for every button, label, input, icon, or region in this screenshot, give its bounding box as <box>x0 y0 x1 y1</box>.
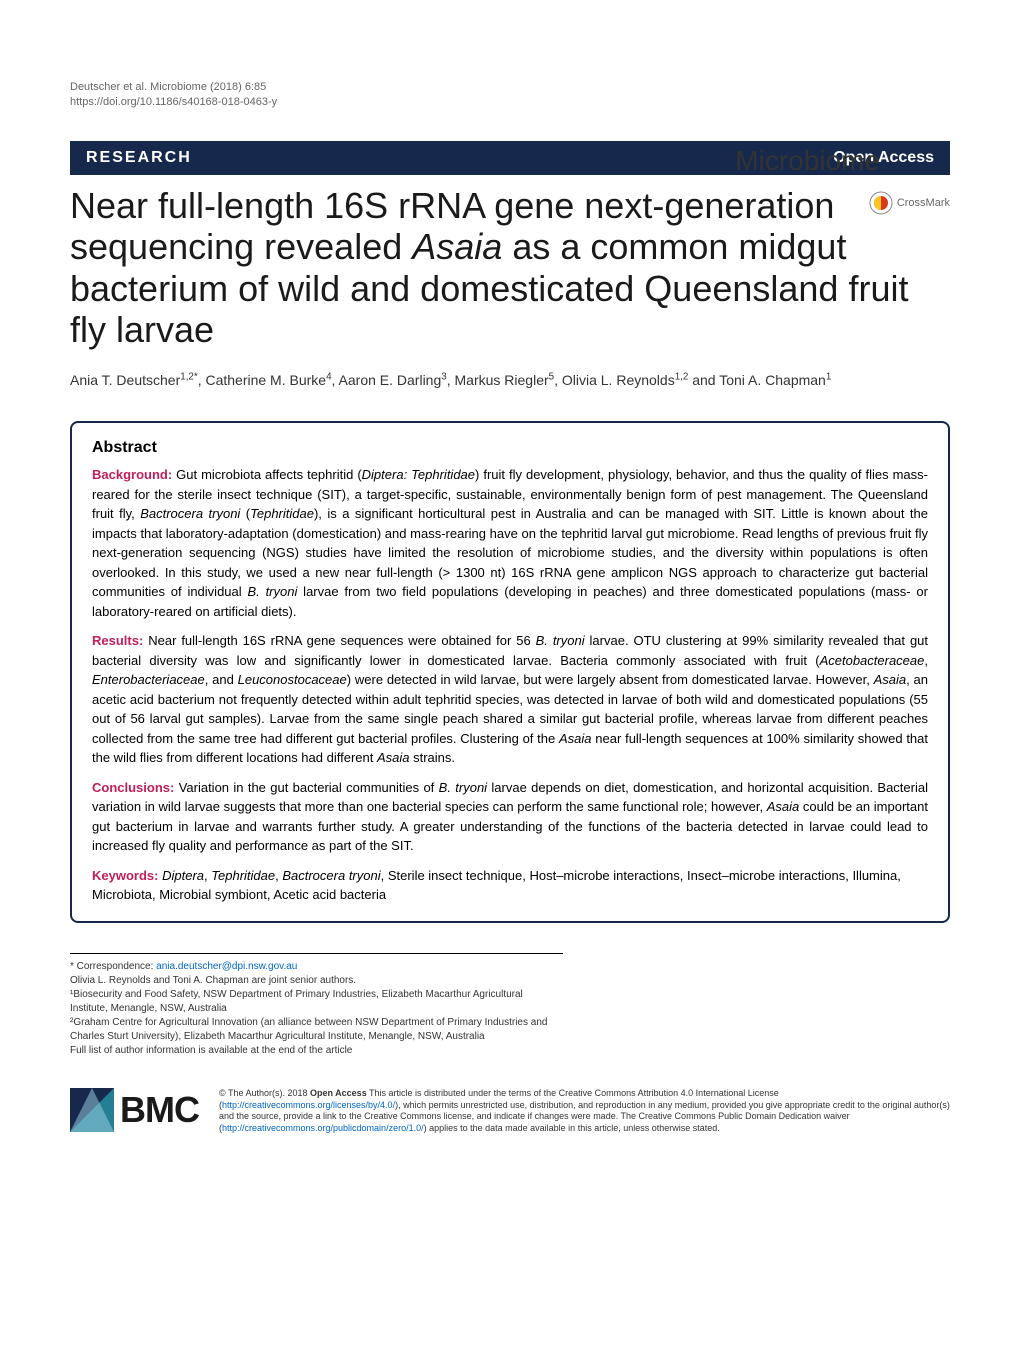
correspondence-label: * Correspondence: <box>70 961 156 972</box>
keywords: Keywords: Diptera, Tephritidae, Bactroce… <box>92 866 928 905</box>
results-label: Results: <box>92 633 143 648</box>
correspondence-email[interactable]: ania.deutscher@dpi.nsw.gov.au <box>156 961 297 972</box>
doi-line: https://doi.org/10.1186/s40168-018-0463-… <box>70 95 950 110</box>
abstract-box: Abstract Background: Gut microbiota affe… <box>70 421 950 923</box>
article-page: Deutscher et al. Microbiome (2018) 6:85 … <box>0 0 1020 1175</box>
affiliation-1: ¹Biosecurity and Food Safety, NSW Depart… <box>70 988 563 1016</box>
affiliation-2: ²Graham Centre for Agricultural Innovati… <box>70 1016 563 1044</box>
bmc-logo-text: BMC <box>120 1089 199 1131</box>
joint-senior-note: Olivia L. Reynolds and Toni A. Chapman a… <box>70 974 563 988</box>
full-author-list-note: Full list of author information is avail… <box>70 1044 563 1058</box>
category-label: RESEARCH <box>86 149 192 167</box>
crossmark-icon <box>869 191 893 215</box>
abstract-background: Background: Gut microbiota affects tephr… <box>92 465 928 621</box>
conclusions-text: Variation in the gut bacterial communiti… <box>92 780 928 854</box>
background-text: Gut microbiota affects tephritid (Dipter… <box>92 467 928 619</box>
article-title: Near full-length 16S rRNA gene next-gene… <box>70 185 950 351</box>
conclusions-label: Conclusions: <box>92 780 174 795</box>
keywords-label: Keywords: <box>92 868 158 883</box>
license-text: © The Author(s). 2018 Open Access This a… <box>219 1088 950 1135</box>
bmc-logo-icon <box>70 1088 114 1132</box>
author-list: Ania T. Deutscher1,2*, Catherine M. Burk… <box>70 370 950 391</box>
abstract-results: Results: Near full-length 16S rRNA gene … <box>92 631 928 768</box>
abstract-heading: Abstract <box>92 439 928 457</box>
header-row: Deutscher et al. Microbiome (2018) 6:85 … <box>70 80 950 111</box>
abstract-conclusions: Conclusions: Variation in the gut bacter… <box>92 778 928 856</box>
background-label: Background: <box>92 467 172 482</box>
correspondence-line: * Correspondence: ania.deutscher@dpi.nsw… <box>70 960 563 974</box>
results-text: Near full-length 16S rRNA gene sequences… <box>92 633 928 765</box>
correspondence-block: * Correspondence: ania.deutscher@dpi.nsw… <box>70 953 563 1058</box>
bmc-logo: BMC <box>70 1088 199 1132</box>
citation-line: Deutscher et al. Microbiome (2018) 6:85 <box>70 80 950 95</box>
crossmark-badge[interactable]: CrossMark <box>869 191 950 215</box>
publisher-row: BMC © The Author(s). 2018 Open Access Th… <box>70 1088 950 1135</box>
keywords-text: Diptera, Tephritidae, Bactrocera tryoni,… <box>92 868 901 903</box>
crossmark-label: CrossMark <box>897 197 950 209</box>
citation-meta: Deutscher et al. Microbiome (2018) 6:85 … <box>70 80 950 111</box>
journal-brand: Microbiome <box>735 145 880 177</box>
